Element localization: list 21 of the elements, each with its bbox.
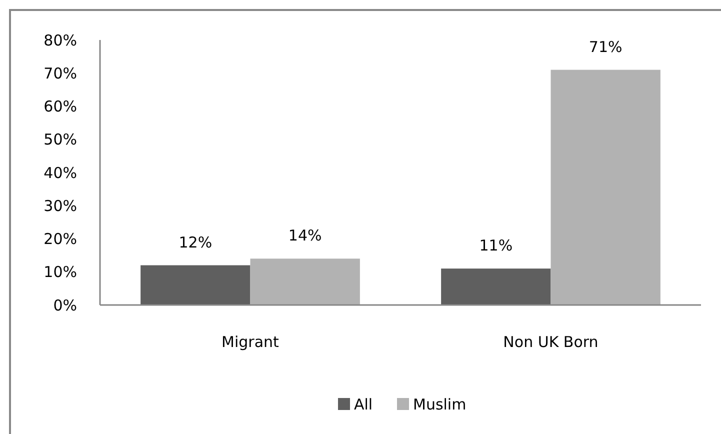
x-tick-label: Non UK Born <box>503 333 598 351</box>
bar <box>441 268 551 305</box>
bar <box>550 70 660 305</box>
legend-label: All <box>354 395 373 414</box>
data-label: 71% <box>588 38 622 56</box>
data-label: 12% <box>178 233 212 252</box>
x-tick-label: Migrant <box>222 333 280 351</box>
y-tick-label: 20% <box>44 230 77 248</box>
y-tick-label: 40% <box>44 164 77 182</box>
legend-label: Muslim <box>413 395 466 414</box>
data-label: 11% <box>479 236 513 255</box>
bar <box>140 265 250 305</box>
y-tick-label: 30% <box>44 196 77 215</box>
y-tick-label: 0% <box>53 296 77 314</box>
bar <box>250 258 360 305</box>
y-tick-label: 50% <box>44 130 77 149</box>
y-tick-label: 80% <box>44 31 77 50</box>
y-tick-label: 60% <box>44 98 77 116</box>
y-tick-label: 70% <box>44 64 77 82</box>
y-tick-label: 10% <box>44 263 77 282</box>
data-label: 14% <box>288 226 322 245</box>
